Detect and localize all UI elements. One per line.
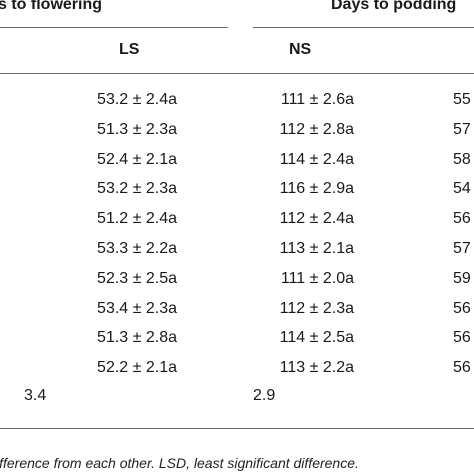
table-cell-podding-ls: 56 [453,300,471,317]
table-cell-ns: 112 ± 2.3a [279,300,354,317]
table-cell-ns: 114 ± 2.5a [279,329,354,346]
table-cell-ns: 111 ± 2.6a [280,91,354,108]
group-header-rule-right [253,27,474,28]
table-cell-ns: 113 ± 2.1a [279,240,354,257]
lsd-value-podding: 2.9 [253,387,276,404]
table-cell-ls: 52.2 ± 2.1a [97,359,177,376]
table-cell-podding-ls: 57 [453,121,471,138]
table-footnote: ifference from each other. LSD, least si… [0,455,359,471]
column-header-ns: NS [289,41,312,58]
table-bottom-rule [0,428,474,429]
table-cell-podding-ls: 55 [453,91,471,108]
header-days-to-podding: Days to podding [331,0,457,13]
table-cell-podding-ls: 56 [453,210,471,227]
table-cell-podding-ls: 58 [453,151,471,168]
table-cell-ns: 112 ± 2.4a [279,210,354,227]
table-cell-ls: 51.3 ± 2.3a [97,121,177,138]
table-cell-ls: 52.3 ± 2.5a [97,270,177,287]
table-cell-ls: 53.2 ± 2.4a [97,91,177,108]
table-cell-podding-ls: 59 [453,270,471,287]
column-header-rule [0,73,474,74]
table-cell-ns: 111 ± 2.0a [280,270,354,287]
table-cell-ls: 52.4 ± 2.1a [97,151,177,168]
column-header-ls: LS [119,41,140,58]
header-days-to-flowering: s to flowering [0,0,102,13]
table-cell-podding-ls: 56 [453,329,471,346]
table-cell-ls: 53.2 ± 2.3a [97,180,177,197]
table-cell-podding-ls: 54 [453,180,471,197]
group-header-rule [0,27,228,28]
lsd-value-flowering: 3.4 [24,387,47,404]
table-cell-ns: 113 ± 2.2a [279,359,354,376]
table-cell-ls: 51.3 ± 2.8a [97,329,177,346]
table-cell-ls: 51.2 ± 2.4a [97,210,177,227]
table-cell-podding-ls: 57 [453,240,471,257]
table-cell-ls: 53.3 ± 2.2a [97,240,177,257]
table-cell-ns: 114 ± 2.4a [279,151,354,168]
table-cell-ns: 112 ± 2.8a [279,121,354,138]
table-cell-podding-ls: 56 [453,359,471,376]
table-cell-ns: 116 ± 2.9a [279,180,354,197]
table-cell-ls: 53.4 ± 2.3a [97,300,177,317]
